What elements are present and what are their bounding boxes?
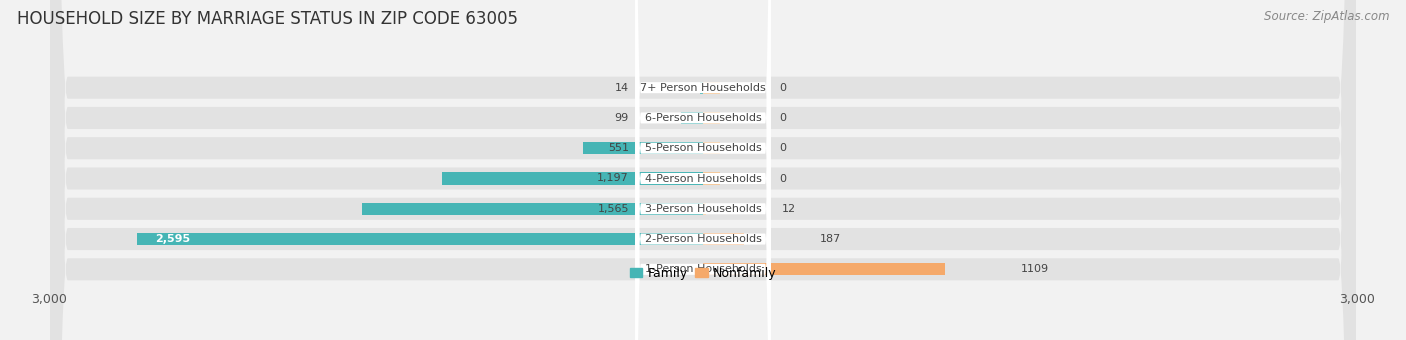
Text: 12: 12 xyxy=(782,204,796,214)
Text: 187: 187 xyxy=(820,234,841,244)
Text: 2-Person Households: 2-Person Households xyxy=(644,234,762,244)
Bar xyxy=(703,263,945,275)
Legend: Family, Nonfamily: Family, Nonfamily xyxy=(624,262,782,285)
Bar xyxy=(700,82,703,94)
Text: 0: 0 xyxy=(779,173,786,184)
FancyBboxPatch shape xyxy=(51,0,1355,340)
FancyBboxPatch shape xyxy=(636,0,770,340)
Text: 14: 14 xyxy=(614,83,628,93)
FancyBboxPatch shape xyxy=(636,0,770,340)
FancyBboxPatch shape xyxy=(51,0,1355,340)
Text: 1109: 1109 xyxy=(1021,264,1049,274)
Bar xyxy=(682,112,703,124)
Bar xyxy=(703,82,720,94)
Text: 2,595: 2,595 xyxy=(155,234,190,244)
Text: 4-Person Households: 4-Person Households xyxy=(644,173,762,184)
FancyBboxPatch shape xyxy=(636,0,770,340)
FancyBboxPatch shape xyxy=(636,0,770,340)
Bar xyxy=(441,172,703,185)
Bar xyxy=(703,112,720,124)
Bar xyxy=(703,233,744,245)
FancyBboxPatch shape xyxy=(51,0,1355,340)
Bar xyxy=(583,142,703,154)
Bar xyxy=(138,233,703,245)
Bar xyxy=(703,203,706,215)
Text: 7+ Person Households: 7+ Person Households xyxy=(640,83,766,93)
Bar xyxy=(703,142,720,154)
Text: 1,197: 1,197 xyxy=(598,173,628,184)
FancyBboxPatch shape xyxy=(51,0,1355,340)
Bar xyxy=(703,172,720,185)
Text: 1-Person Households: 1-Person Households xyxy=(644,264,762,274)
Text: 99: 99 xyxy=(614,113,628,123)
FancyBboxPatch shape xyxy=(51,0,1355,340)
Text: 6-Person Households: 6-Person Households xyxy=(644,113,762,123)
Text: 0: 0 xyxy=(779,113,786,123)
Text: 0: 0 xyxy=(779,83,786,93)
Text: 3-Person Households: 3-Person Households xyxy=(644,204,762,214)
FancyBboxPatch shape xyxy=(51,0,1355,340)
FancyBboxPatch shape xyxy=(636,0,770,340)
Text: 5-Person Households: 5-Person Households xyxy=(644,143,762,153)
FancyBboxPatch shape xyxy=(636,0,770,340)
FancyBboxPatch shape xyxy=(51,0,1355,340)
Bar xyxy=(361,203,703,215)
Text: HOUSEHOLD SIZE BY MARRIAGE STATUS IN ZIP CODE 63005: HOUSEHOLD SIZE BY MARRIAGE STATUS IN ZIP… xyxy=(17,10,517,28)
Text: 0: 0 xyxy=(779,143,786,153)
Text: 1,565: 1,565 xyxy=(598,204,628,214)
Text: 551: 551 xyxy=(607,143,628,153)
FancyBboxPatch shape xyxy=(636,0,770,340)
Text: Source: ZipAtlas.com: Source: ZipAtlas.com xyxy=(1264,10,1389,23)
